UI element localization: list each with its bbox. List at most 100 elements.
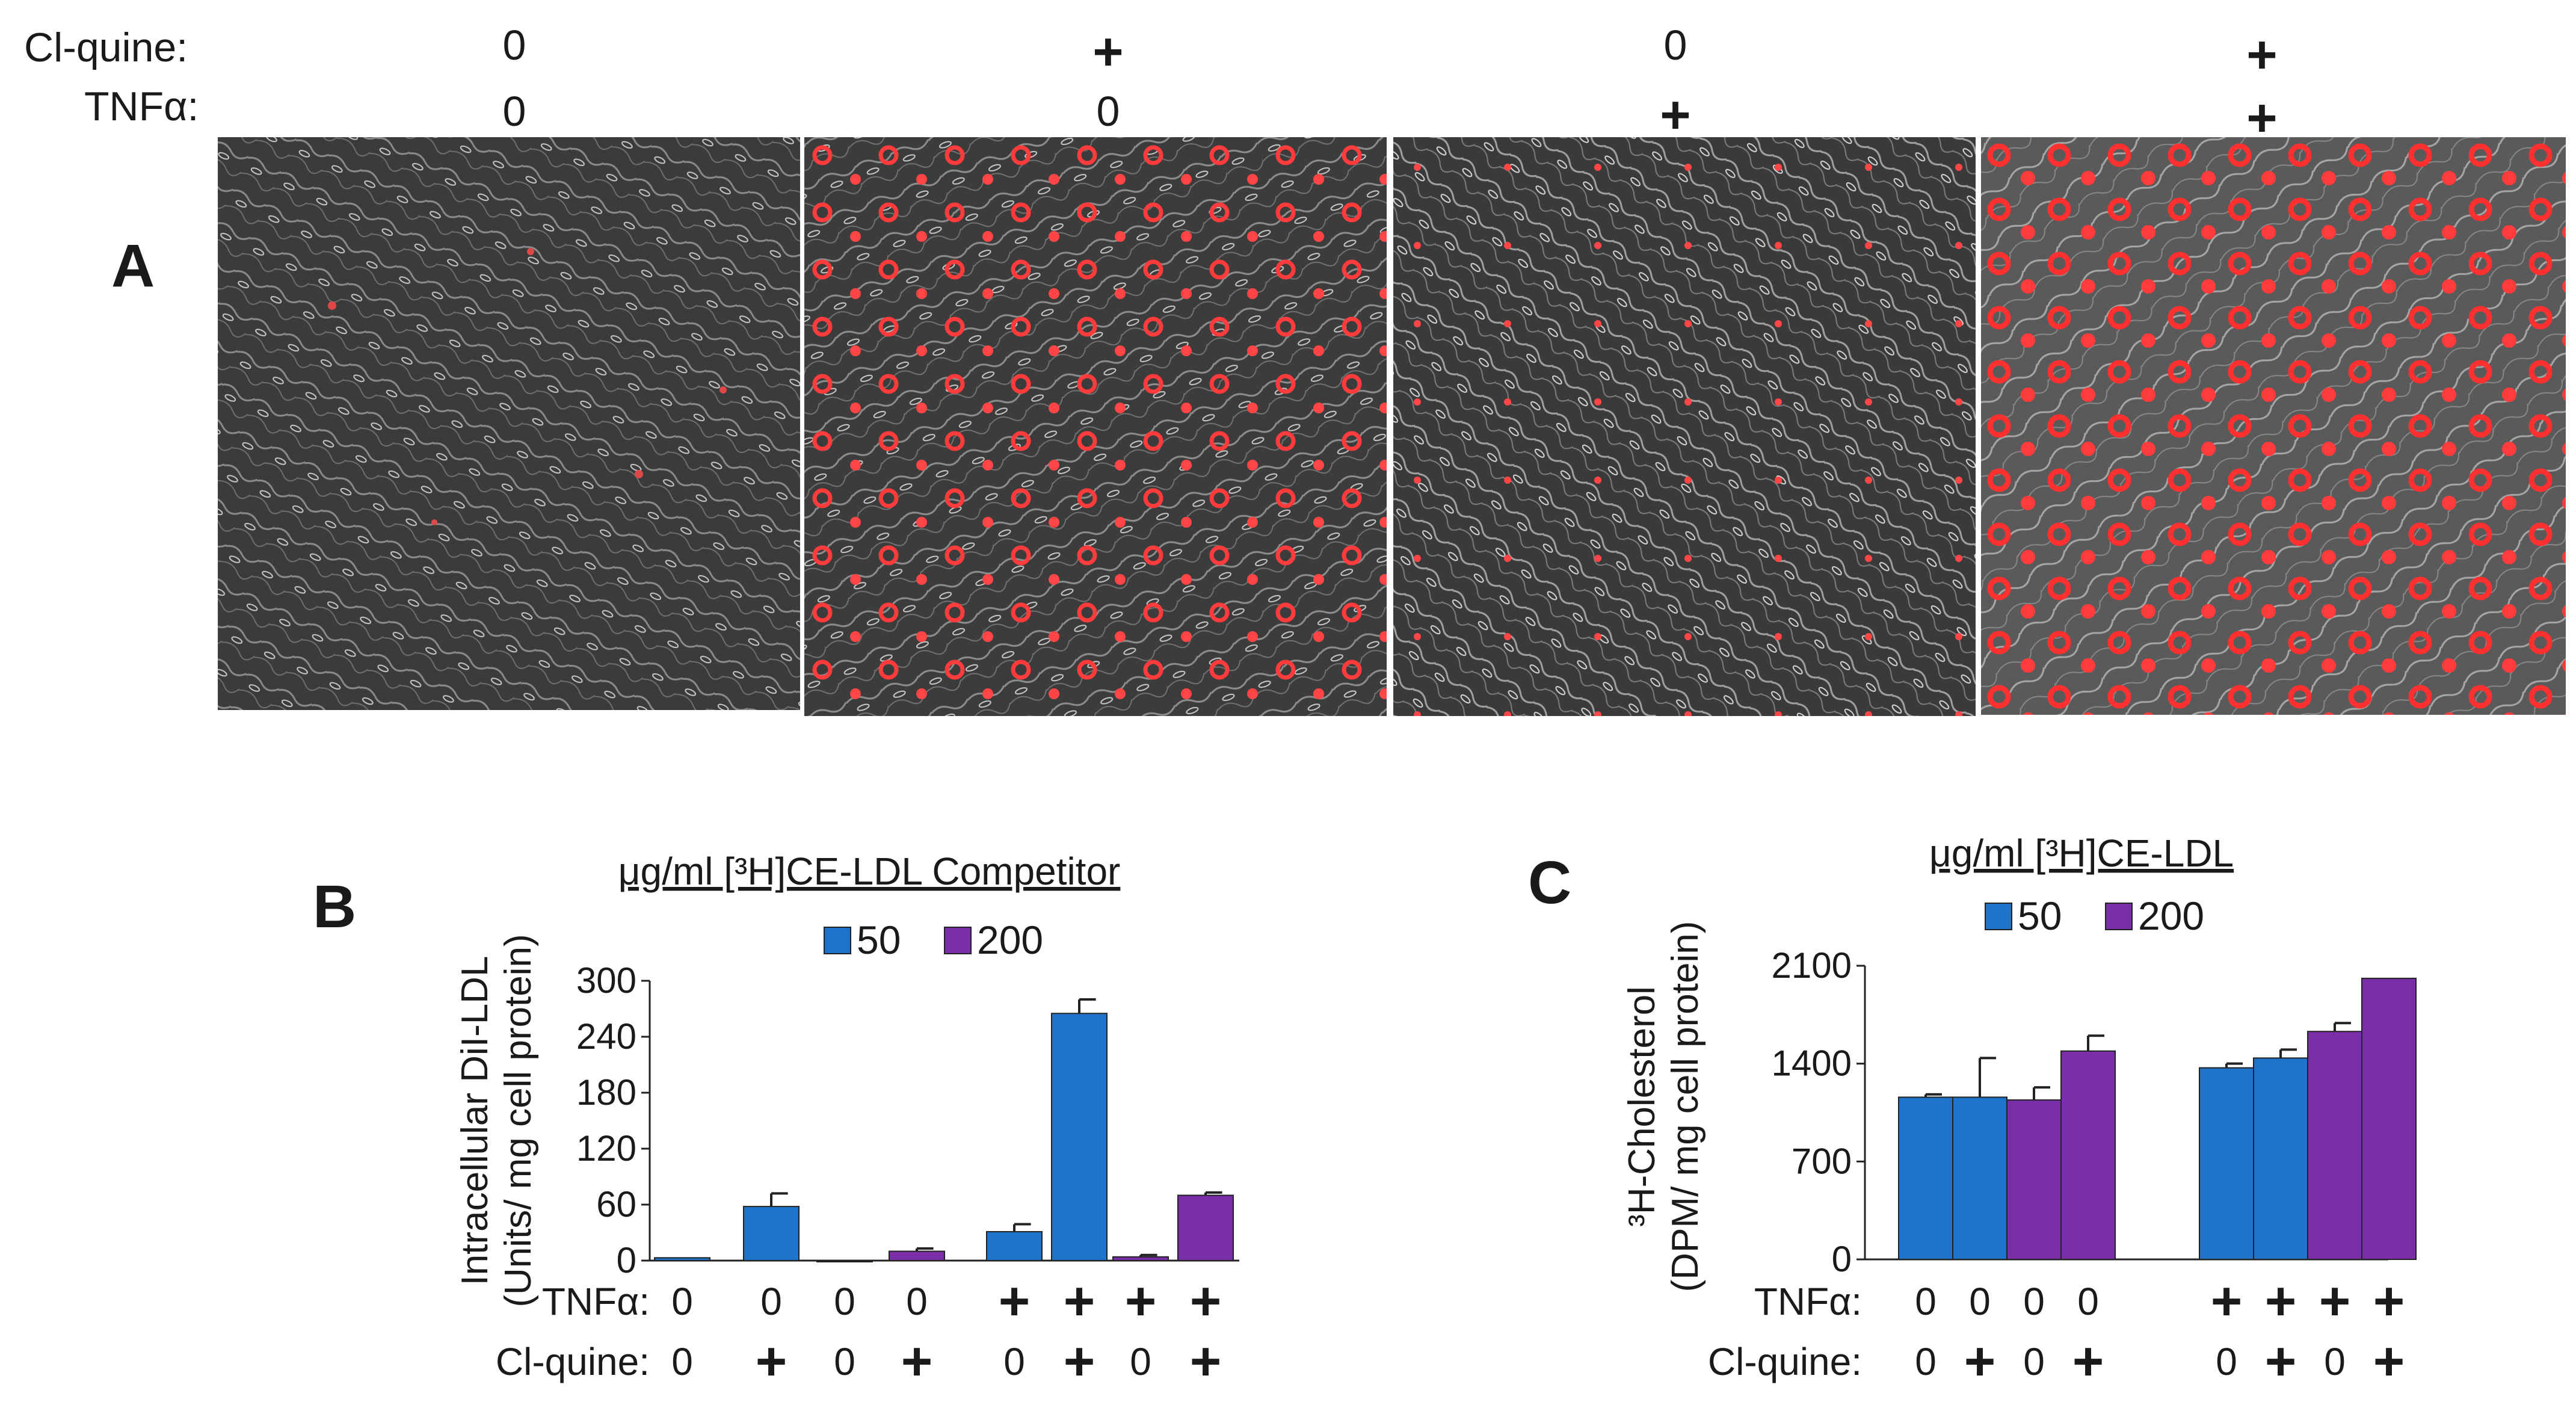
chart-b-ytick-label-0: 0 (617, 1240, 636, 1280)
chart-b: μg/ml [³H]CE-LDL Competitor 50 200 Intracel… (385, 830, 1317, 1405)
chart-c-ylabel-line2: (DPM/ mg cell protein) (1665, 921, 1706, 1292)
chart-b-ytick-label-60: 60 (596, 1184, 636, 1224)
chart-c-clquine-cell-4: + (2072, 1332, 2104, 1392)
chart-c-clquine-cell-1: 0 (1915, 1340, 1937, 1383)
chart-c-clquine-cell-7: 0 (2324, 1340, 2346, 1383)
chart-c-ylabel-line1: ³H-Cholesterol (1621, 986, 1663, 1227)
chart-b-clquine-cell-6: + (1064, 1332, 1095, 1392)
chart-b-tnfa-cell-7: + (1125, 1271, 1157, 1332)
chart-c-legend-label-200: 200 (2138, 894, 2204, 938)
chart-b-bar-2 (743, 1206, 800, 1261)
chart-b-bar-3 (816, 1260, 873, 1262)
chart-b-legend-swatch-50 (824, 927, 851, 954)
chart-b-ytick-label-240: 240 (576, 1016, 636, 1057)
chart-b-bar-6 (1051, 1013, 1108, 1261)
chart-b-clquine-row-label: Cl-quine: (496, 1340, 650, 1383)
chart-b-clquine-cell-4: + (901, 1332, 933, 1392)
chart-c-bar-8 (2361, 977, 2417, 1261)
chart-c-clquine-cell-2: + (1964, 1332, 1996, 1392)
chart-c-tnfa-cell-3: 0 (2023, 1280, 2045, 1323)
chart-b-clquine-cell-8: + (1190, 1332, 1222, 1392)
chart-c-clquine-cell-3: 0 (2023, 1340, 2045, 1383)
panel-a-tnfa-row-label: TNFα: (84, 84, 199, 129)
panel-a-clquine-col1: 0 (502, 22, 526, 69)
chart-c-bar-3 (2006, 1099, 2062, 1260)
panel-a-clquine-col2: + (1092, 22, 1124, 81)
chart-b-legend-title: μg/ml [³H]CE-LDL Competitor (618, 850, 1121, 893)
micrograph-tnfa-image (1393, 137, 1976, 716)
chart-b-tnfa-cell-2: 0 (760, 1280, 782, 1323)
chart-b-tnfa-row-label: TNFα: (542, 1280, 650, 1323)
chart-c-tnfa-cell-5: + (2211, 1271, 2243, 1332)
chart-b-legend-label-50: 50 (857, 918, 901, 962)
chart-c-svg: μg/ml [³H]CE-LDL 50 200 ³H-Cholesterol (DPM/… (1621, 832, 2417, 1392)
chart-b-bar-1 (654, 1257, 710, 1261)
panel-c-letter: C (1528, 849, 1572, 916)
chart-b-svg: μg/ml [³H]CE-LDL Competitor 50 200 Intracel… (454, 850, 1239, 1392)
chart-c-tnfa-cell-2: 0 (1969, 1280, 1991, 1323)
panel-a-tnfa-col3: + (1660, 85, 1691, 144)
chart-b-bar-5 (986, 1230, 1043, 1262)
chart-b-clquine-cell-5: 0 (1003, 1340, 1025, 1383)
micrograph-clquine-image (804, 137, 1387, 716)
chart-c-bar-6 (2253, 1057, 2308, 1260)
panel-a-clquine-col3: 0 (1663, 22, 1687, 69)
chart-c-clquine-cell-6: + (2265, 1332, 2297, 1392)
panel-a-tnfa-col1: 0 (502, 88, 526, 135)
chart-c-clquine-cell-8: + (2373, 1332, 2405, 1392)
panel-a-clquine-row-label: Cl-quine: (24, 25, 188, 70)
chart-c-bar-5 (2199, 1067, 2254, 1260)
chart-c-ytick-label-700: 700 (1792, 1141, 1852, 1181)
chart-b-bar-7 (1112, 1256, 1169, 1261)
micrograph-control-image (218, 137, 800, 710)
chart-b-clquine-cell-1: 0 (671, 1340, 693, 1383)
chart-c-tnfa-row-label: TNFα: (1754, 1280, 1862, 1323)
chart-b-ylabel-line1: Intracellular DiI-LDL (454, 956, 496, 1286)
chart-c-tnfa-cell-4: 0 (2077, 1280, 2099, 1323)
chart-b-tnfa-cell-4: 0 (906, 1280, 928, 1323)
chart-b-tnfa-cell-6: + (1064, 1271, 1095, 1332)
chart-c-clquine-cell-5: 0 (2216, 1340, 2237, 1383)
chart-c-legend-label-50: 50 (2018, 894, 2062, 938)
chart-c-bar-4 (2060, 1050, 2116, 1260)
chart-c-tnfa-cell-1: 0 (1915, 1280, 1937, 1323)
chart-b-ylabel-line2: (Units/ mg cell protein) (498, 934, 539, 1307)
chart-b-tnfa-cell-1: 0 (671, 1280, 693, 1323)
chart-b-bar-4 (889, 1250, 945, 1261)
chart-c-tnfa-cell-8: + (2373, 1271, 2405, 1332)
chart-c-ytick-label-0: 0 (1832, 1239, 1852, 1279)
chart-c-clquine-row-label: Cl-quine: (1708, 1340, 1862, 1383)
chart-c-legend-swatch-200 (2105, 903, 2133, 930)
chart-c-legend-title: μg/ml [³H]CE-LDL (1929, 832, 2234, 875)
chart-c-tnfa-cell-7: + (2319, 1271, 2351, 1332)
chart-b-tnfa-cell-3: 0 (834, 1280, 855, 1323)
chart-c-ytick-label-1400: 1400 (1772, 1043, 1852, 1084)
chart-b-legend-label-200: 200 (977, 918, 1043, 962)
panel-a-tnfa-col2: 0 (1096, 88, 1120, 135)
chart-c-bar-1 (1898, 1096, 1953, 1260)
chart-b-ytick-label-180: 180 (576, 1072, 636, 1113)
micrograph-clquine (804, 137, 1387, 716)
chart-c: μg/ml [³H]CE-LDL 50 200 ³H-Cholesterol (DPM/… (1588, 830, 2539, 1405)
chart-c-ytick-label-2100: 2100 (1772, 945, 1852, 986)
chart-b-clquine-cell-2: + (756, 1332, 787, 1392)
chart-b-tnfa-cell-5: + (999, 1271, 1031, 1332)
chart-c-bar-2 (1952, 1096, 2007, 1260)
chart-c-tnfa-cell-6: + (2265, 1271, 2297, 1332)
chart-b-ytick-label-300: 300 (576, 960, 636, 1001)
chart-b-clquine-cell-3: 0 (834, 1340, 855, 1383)
chart-c-bar-7 (2307, 1031, 2362, 1260)
chart-b-clquine-cell-7: 0 (1130, 1340, 1151, 1383)
micrograph-control (218, 137, 800, 710)
micrograph-tnfa (1393, 137, 1976, 716)
micrograph-clquine-tnfa-image (1981, 137, 2566, 715)
chart-b-tnfa-cell-8: + (1190, 1271, 1222, 1332)
chart-b-bar-8 (1177, 1194, 1234, 1261)
chart-b-ytick-label-120: 120 (576, 1128, 636, 1169)
panel-a-clquine-col4: + (2246, 25, 2278, 84)
micrograph-clquine-tnfa (1981, 137, 2566, 715)
panel-a-letter: A (111, 232, 155, 300)
chart-c-legend-swatch-50 (1985, 903, 2012, 930)
chart-b-legend-swatch-200 (944, 927, 972, 954)
panel-b-letter: B (313, 873, 357, 940)
